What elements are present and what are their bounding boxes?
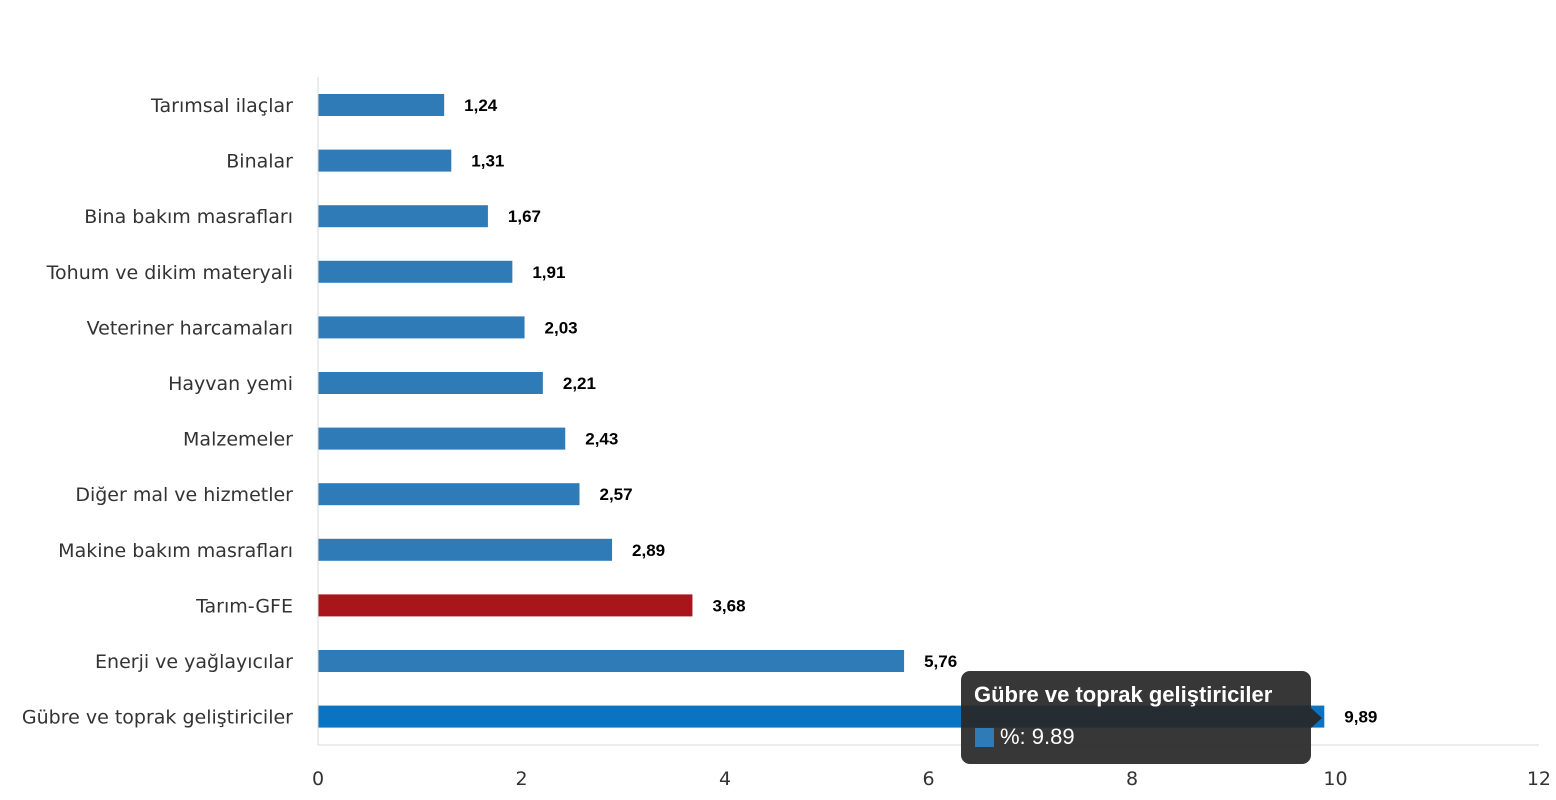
data-labels-group: 1,24 1,31 1,67 1,91 2,03 2,21 2,43 2,57 2,89 3,68… <box>464 96 1377 727</box>
category-label-tarim-gfe: Tarım-GFE <box>195 595 293 617</box>
bar-makine-bakim-masraflari[interactable] <box>318 538 613 561</box>
bar-tarim-gfe[interactable] <box>318 594 693 617</box>
data-label-makine-bakim-masraflari: 2,89 <box>632 541 665 560</box>
data-label-tohum-ve-dikim-materyali: 1,91 <box>532 263 565 282</box>
data-label-tarimsal-ilaclar: 1,24 <box>464 96 498 115</box>
category-label-tarimsal-ilaclar: Tarımsal ilaçlar <box>150 95 293 117</box>
category-label-bina-bakim-masraflari: Bina bakım masrafları <box>84 206 293 228</box>
category-label-malzemeler: Malzemeler <box>183 429 293 451</box>
x-tick-label-6: 6 <box>922 768 934 790</box>
tooltip-pointer <box>1311 708 1322 728</box>
data-label-malzemeler: 2,43 <box>585 430 618 449</box>
tooltip-title: Gübre ve toprak geliştiriciler <box>974 682 1273 707</box>
x-tick-label-12: 12 <box>1527 768 1551 790</box>
x-tick-labels-group: 0 2 4 6 8 10 12 <box>312 768 1551 790</box>
axes-group <box>317 77 1539 746</box>
data-label-bina-bakim-masraflari: 1,67 <box>508 207 541 226</box>
category-labels-group: Tarımsal ilaçlar Binalar Bina bakım masraf… <box>22 95 293 729</box>
data-label-enerji-ve-yaglayicilar: 5,76 <box>924 652 957 671</box>
bar-tarimsal-ilaclar[interactable] <box>318 94 445 116</box>
category-label-hayvan-yemi: Hayvan yemi <box>168 373 293 395</box>
data-label-gubre-ve-toprak-gelistiriciler: 9,89 <box>1344 708 1377 727</box>
tooltip: Gübre ve toprak geliştiriciler %: 9.89 <box>961 671 1311 764</box>
data-label-tarim-gfe: 3,68 <box>712 596 745 615</box>
bars-group <box>318 94 1325 728</box>
category-label-veteriner-harcamalari: Veteriner harcamaları <box>87 317 293 339</box>
category-label-enerji-ve-yaglayicilar: Enerji ve yağlayıcılar <box>95 651 293 673</box>
bar-diger-mal-ve-hizmetler[interactable] <box>318 483 580 506</box>
x-tick-label-2: 2 <box>515 768 527 790</box>
bar-binalar[interactable] <box>318 149 452 172</box>
bar-veteriner-harcamalari[interactable] <box>318 316 525 339</box>
category-label-tohum-ve-dikim-materyali: Tohum ve dikim materyali <box>46 262 293 284</box>
bar-tohum-ve-dikim-materyali[interactable] <box>318 260 513 283</box>
category-label-gubre-ve-toprak-gelistiriciler: Gübre ve toprak geliştiriciler <box>22 707 293 729</box>
bar-hayvan-yemi[interactable] <box>318 372 543 394</box>
bar-malzemeler[interactable] <box>318 427 566 450</box>
data-label-veteriner-harcamalari: 2,03 <box>545 318 578 337</box>
bar-enerji-ve-yaglayicilar[interactable] <box>318 650 905 672</box>
data-label-binalar: 1,31 <box>471 152 504 171</box>
bar-bina-bakim-masraflari[interactable] <box>318 205 488 228</box>
category-label-diger-mal-ve-hizmetler: Diğer mal ve hizmetler <box>75 484 293 506</box>
data-label-diger-mal-ve-hizmetler: 2,57 <box>599 485 632 504</box>
tooltip-value-row: %: 9.89 <box>975 724 1075 750</box>
x-tick-label-8: 8 <box>1126 768 1138 790</box>
x-tick-label-4: 4 <box>719 768 731 790</box>
x-tick-label-0: 0 <box>312 768 324 790</box>
tooltip-value: %: 9.89 <box>1000 724 1075 749</box>
category-label-binalar: Binalar <box>226 151 293 173</box>
data-label-hayvan-yemi: 2,21 <box>563 374 596 393</box>
tooltip-series-swatch <box>975 727 994 747</box>
x-tick-label-10: 10 <box>1323 768 1347 790</box>
category-label-makine-bakim-masraflari: Makine bakım masrafları <box>58 540 293 562</box>
